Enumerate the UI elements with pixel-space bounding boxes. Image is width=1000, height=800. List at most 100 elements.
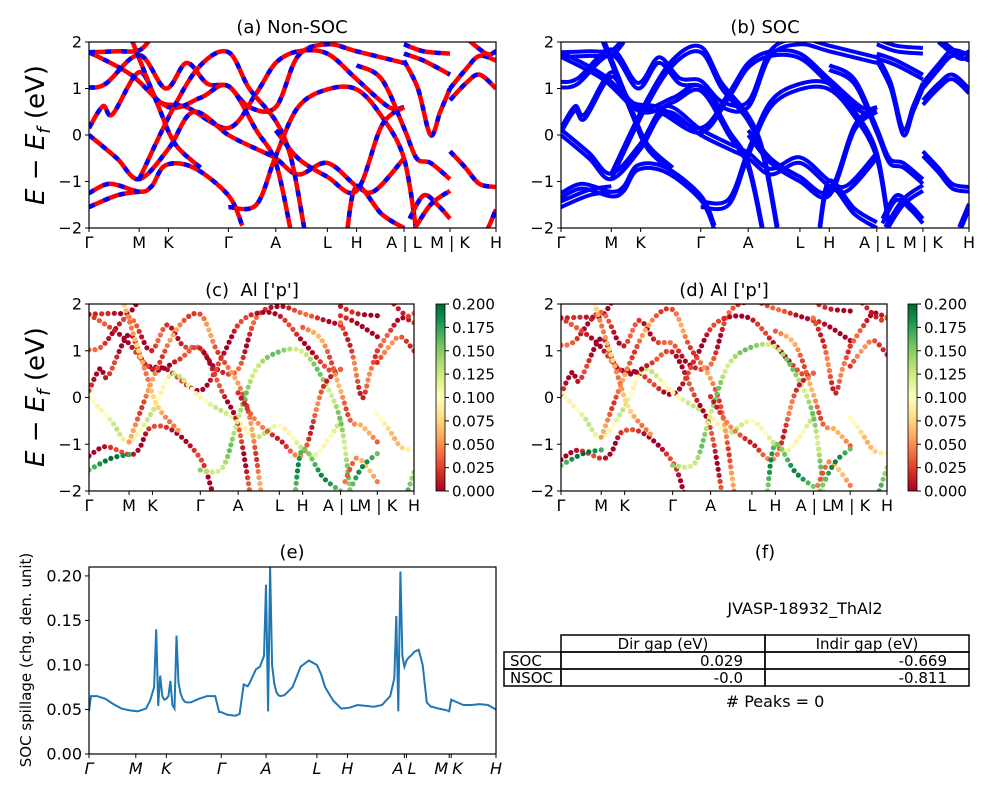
projection-point: [872, 338, 878, 344]
colorbar-tick-label: 0.150: [452, 342, 495, 360]
projection-point: [596, 455, 603, 461]
projection-point: [641, 431, 647, 437]
projection-point: [171, 423, 177, 429]
projection-point: [305, 345, 311, 351]
projection-point: [727, 458, 733, 464]
projection-point: [679, 353, 685, 359]
projection-point: [697, 449, 703, 455]
x-tick-label: A | L: [859, 233, 895, 252]
projection-point: [341, 400, 347, 406]
colorbar-tick-label: 0.050: [924, 436, 967, 454]
x-tick-label: H: [341, 759, 353, 778]
projection-point: [312, 461, 318, 468]
projection-point: [208, 332, 214, 339]
projection-point: [336, 383, 342, 389]
projection-point: [197, 467, 203, 473]
x-tick-label: Γ: [557, 496, 566, 515]
projection-point: [716, 385, 722, 391]
projection-point: [563, 459, 570, 465]
projection-point: [219, 388, 225, 394]
x-tick-label: L: [275, 496, 284, 515]
projection-point: [160, 326, 166, 333]
projection-point: [781, 308, 788, 314]
projection-point: [804, 393, 810, 399]
projection-point: [320, 317, 326, 323]
projection-point: [641, 321, 647, 327]
projection-point: [728, 424, 734, 430]
projection-point: [602, 455, 609, 461]
projection-point: [629, 355, 635, 361]
projection-point: [828, 306, 834, 312]
projection-point: [405, 313, 411, 319]
projection-point: [351, 360, 357, 366]
projection-point: [345, 412, 351, 418]
projection-point: [157, 423, 164, 429]
projection-point: [627, 333, 633, 339]
projection-point: [714, 344, 721, 350]
projection-point: [574, 453, 580, 459]
projection-point: [374, 411, 380, 417]
projection-point: [592, 304, 597, 306]
projection-point: [630, 327, 636, 333]
projection-point: [647, 331, 653, 337]
projection-point: [868, 309, 874, 315]
projection-point: [561, 462, 564, 468]
projection-point: [287, 448, 293, 454]
projection-point: [710, 416, 717, 422]
projection-point: [727, 314, 733, 320]
projection-point: [130, 451, 136, 457]
x-tick-label: M: [129, 759, 143, 778]
projection-point: [762, 430, 769, 436]
projection-point: [880, 347, 886, 353]
projection-point: [282, 426, 288, 432]
projection-point: [732, 428, 738, 434]
projection-point: [359, 458, 365, 464]
projection-point: [215, 349, 221, 355]
projection-point: [790, 443, 796, 449]
projection-point: [759, 304, 765, 306]
projection-point: [719, 326, 725, 332]
projection-point: [584, 363, 590, 369]
projection-point: [686, 381, 692, 387]
projection-point: [714, 404, 720, 410]
projection-point: [588, 335, 595, 341]
projection-point: [389, 340, 395, 346]
projection-point: [639, 332, 646, 339]
projection-point: [407, 343, 413, 349]
band-line-soc-split: [875, 54, 925, 132]
projection-point: [613, 335, 619, 341]
projection-point: [581, 369, 587, 375]
x-tick-label: M: [604, 233, 618, 252]
projection-point: [639, 366, 645, 372]
projection-point: [827, 324, 833, 330]
projection-point: [592, 448, 598, 454]
projection-point: [264, 428, 270, 434]
projection-point: [720, 497, 725, 502]
projection-point: [766, 335, 772, 341]
projection-point: [228, 413, 234, 419]
x-tick-label: Γ: [668, 496, 677, 515]
projection-point: [235, 390, 241, 396]
projection-point: [125, 313, 131, 320]
projection-point: [812, 398, 819, 404]
projection-point: [356, 469, 362, 475]
projection-point: [253, 314, 259, 320]
projection-point: [716, 472, 722, 478]
projection-point: [242, 349, 248, 355]
projection-point: [750, 317, 756, 323]
projection-point: [801, 364, 807, 370]
projection-point: [357, 390, 363, 396]
projection-point: [730, 482, 736, 488]
projection-point: [228, 442, 234, 448]
projection-point: [155, 337, 161, 344]
projection-point: [343, 315, 349, 321]
projection-point: [130, 427, 136, 434]
projection-point: [604, 340, 610, 346]
projection-point: [125, 340, 131, 346]
projection-point: [770, 439, 776, 445]
band-line-soc-split: [921, 154, 969, 194]
colorbar-tick-label: 0.175: [452, 319, 495, 337]
projection-point: [256, 475, 262, 481]
projection-point: [91, 464, 97, 470]
projection-point: [316, 395, 322, 401]
